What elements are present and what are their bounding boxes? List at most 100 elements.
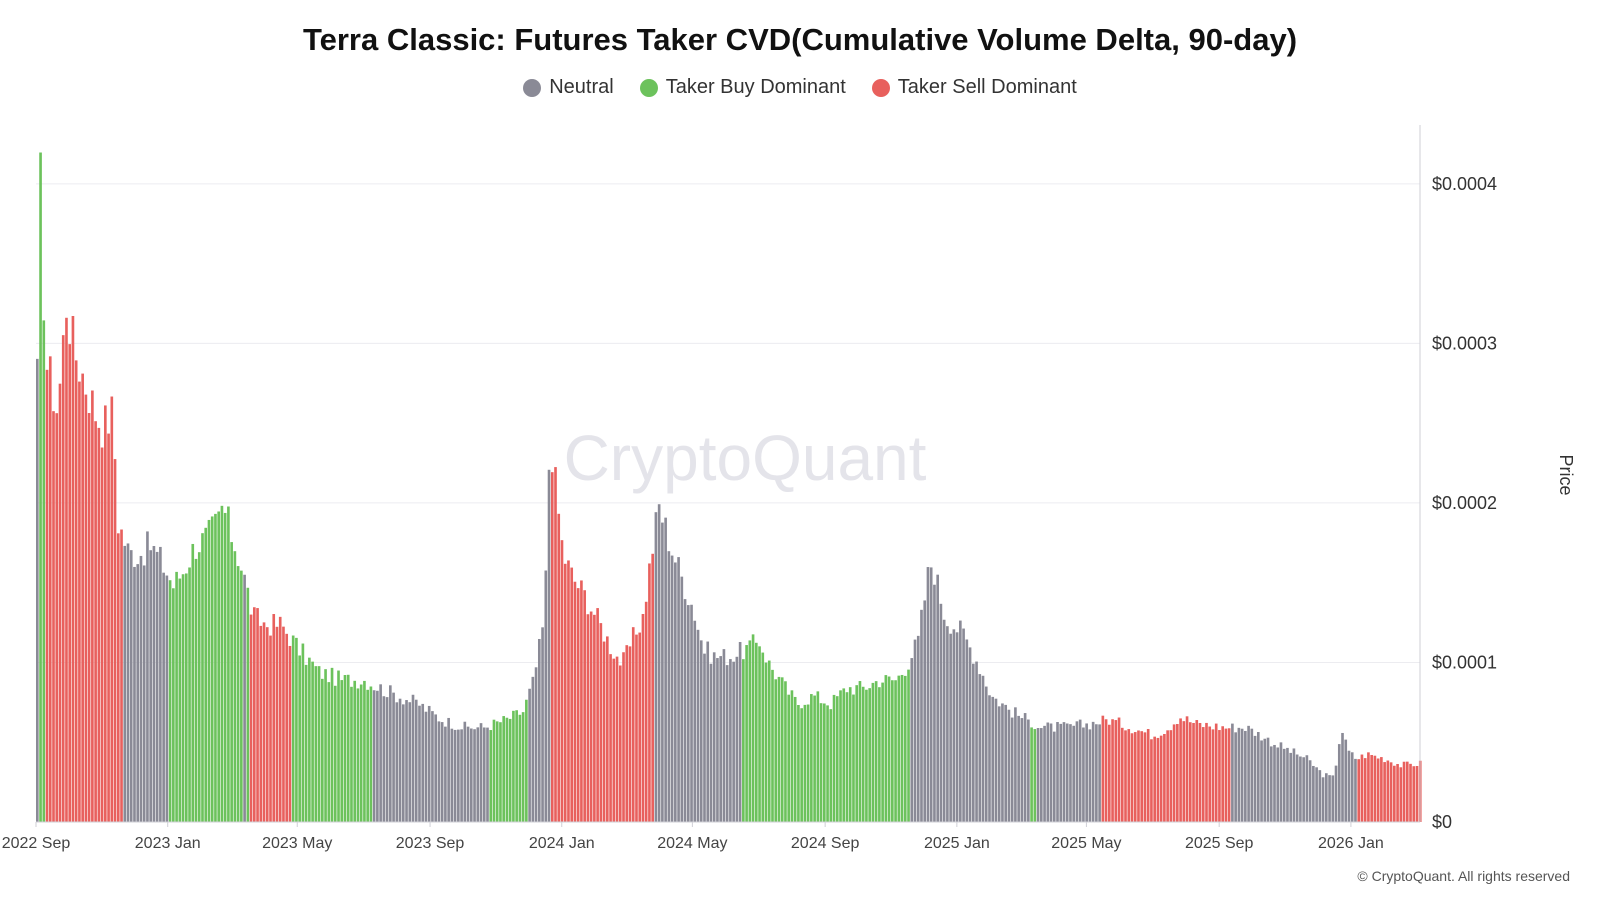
price-bar xyxy=(780,677,784,822)
price-bar xyxy=(554,467,557,822)
legend-item-taker-sell[interactable]: Taker Sell Dominant xyxy=(871,76,1077,99)
price-bar xyxy=(1211,729,1215,822)
price-bar xyxy=(1312,765,1315,822)
price-bar xyxy=(1405,761,1409,822)
price-bar xyxy=(139,555,143,822)
price-bar xyxy=(505,717,509,822)
price-bar xyxy=(984,686,988,822)
price-bar xyxy=(181,574,185,822)
price-bar xyxy=(1344,739,1348,822)
price-bar xyxy=(868,688,871,822)
copyright-notice: © CryptoQuant. All rights reserved xyxy=(1357,868,1570,884)
x-tick-label: 2023 May xyxy=(262,835,332,852)
price-bar xyxy=(55,413,59,822)
price-bar xyxy=(431,711,434,822)
price-bar xyxy=(444,726,447,822)
price-bar xyxy=(648,563,651,822)
price-bar xyxy=(1010,717,1014,822)
price-bar xyxy=(84,394,88,822)
price-bar xyxy=(754,642,758,822)
price-bar xyxy=(959,620,962,822)
price-bar xyxy=(661,522,664,822)
price-bar xyxy=(61,335,65,822)
price-bar xyxy=(1409,763,1412,822)
y-tick-label: $0.0003 xyxy=(1432,333,1497,353)
price-bar xyxy=(1033,729,1037,822)
price-bar xyxy=(745,645,748,822)
legend-item-taker-buy[interactable]: Taker Buy Dominant xyxy=(639,76,846,99)
price-bar xyxy=(1062,722,1066,822)
price-bar xyxy=(628,646,632,822)
price-bar xyxy=(298,655,301,822)
price-bar xyxy=(39,152,42,822)
price-bar xyxy=(401,704,405,822)
price-bar xyxy=(606,636,609,822)
price-bar xyxy=(936,574,939,822)
price-bar xyxy=(690,604,693,822)
price-bar xyxy=(350,686,353,822)
price-bar xyxy=(304,664,308,822)
price-bar xyxy=(1415,766,1419,822)
price-bar xyxy=(871,682,875,822)
price-bar xyxy=(1069,724,1072,822)
price-bar xyxy=(372,690,376,822)
price-bar xyxy=(1133,732,1137,822)
price-bar xyxy=(635,634,638,822)
price-bar xyxy=(557,513,561,822)
price-bar xyxy=(1176,724,1179,822)
price-bar xyxy=(800,708,803,822)
price-bar xyxy=(308,657,311,822)
price-bar xyxy=(593,614,596,822)
x-tick-label: 2024 May xyxy=(657,835,727,852)
price-bar xyxy=(706,641,710,822)
price-bar xyxy=(907,669,910,822)
price-bar xyxy=(1286,747,1289,822)
price-bar xyxy=(249,614,253,822)
price-bar xyxy=(761,652,765,822)
price-bar xyxy=(1396,763,1399,822)
price-bar xyxy=(1412,766,1416,822)
price-bar xyxy=(272,614,276,822)
price-bar xyxy=(946,626,949,822)
price-bar xyxy=(311,661,314,822)
price-bar xyxy=(1046,722,1050,822)
price-bar xyxy=(712,652,716,822)
price-bar xyxy=(191,543,195,822)
price-bar xyxy=(926,567,930,822)
price-bar xyxy=(1091,721,1095,822)
price-bar xyxy=(826,705,829,822)
price-bar xyxy=(1185,716,1189,822)
price-bar xyxy=(962,628,965,822)
price-bar xyxy=(100,447,104,822)
price-bar xyxy=(1263,738,1267,822)
price-bar xyxy=(1052,731,1056,822)
price-bar xyxy=(965,639,969,822)
price-bar xyxy=(664,517,667,822)
price-bar xyxy=(227,506,230,822)
price-bar xyxy=(104,405,107,822)
price-bar xyxy=(317,666,321,822)
price-bar xyxy=(389,685,392,822)
bar-series xyxy=(36,152,1422,822)
legend-item-neutral[interactable]: Neutral xyxy=(523,76,614,99)
price-bar xyxy=(865,689,868,822)
price-bar xyxy=(903,675,907,822)
price-bar xyxy=(1159,735,1163,822)
price-bar xyxy=(1328,775,1331,822)
price-bar xyxy=(638,632,642,822)
price-bar xyxy=(146,531,149,822)
price-bar xyxy=(589,611,593,822)
price-bar xyxy=(968,647,972,822)
price-bar xyxy=(1124,730,1127,822)
price-bar xyxy=(421,703,425,822)
price-bar xyxy=(175,571,178,822)
price-bar xyxy=(1234,732,1237,822)
price-bar xyxy=(269,635,272,822)
price-bar xyxy=(58,383,62,822)
price-bar xyxy=(1221,726,1224,822)
price-bar xyxy=(797,705,800,822)
price-bar xyxy=(246,587,250,822)
price-bar xyxy=(813,695,816,822)
price-bar xyxy=(1137,730,1140,822)
price-bar xyxy=(525,699,528,822)
